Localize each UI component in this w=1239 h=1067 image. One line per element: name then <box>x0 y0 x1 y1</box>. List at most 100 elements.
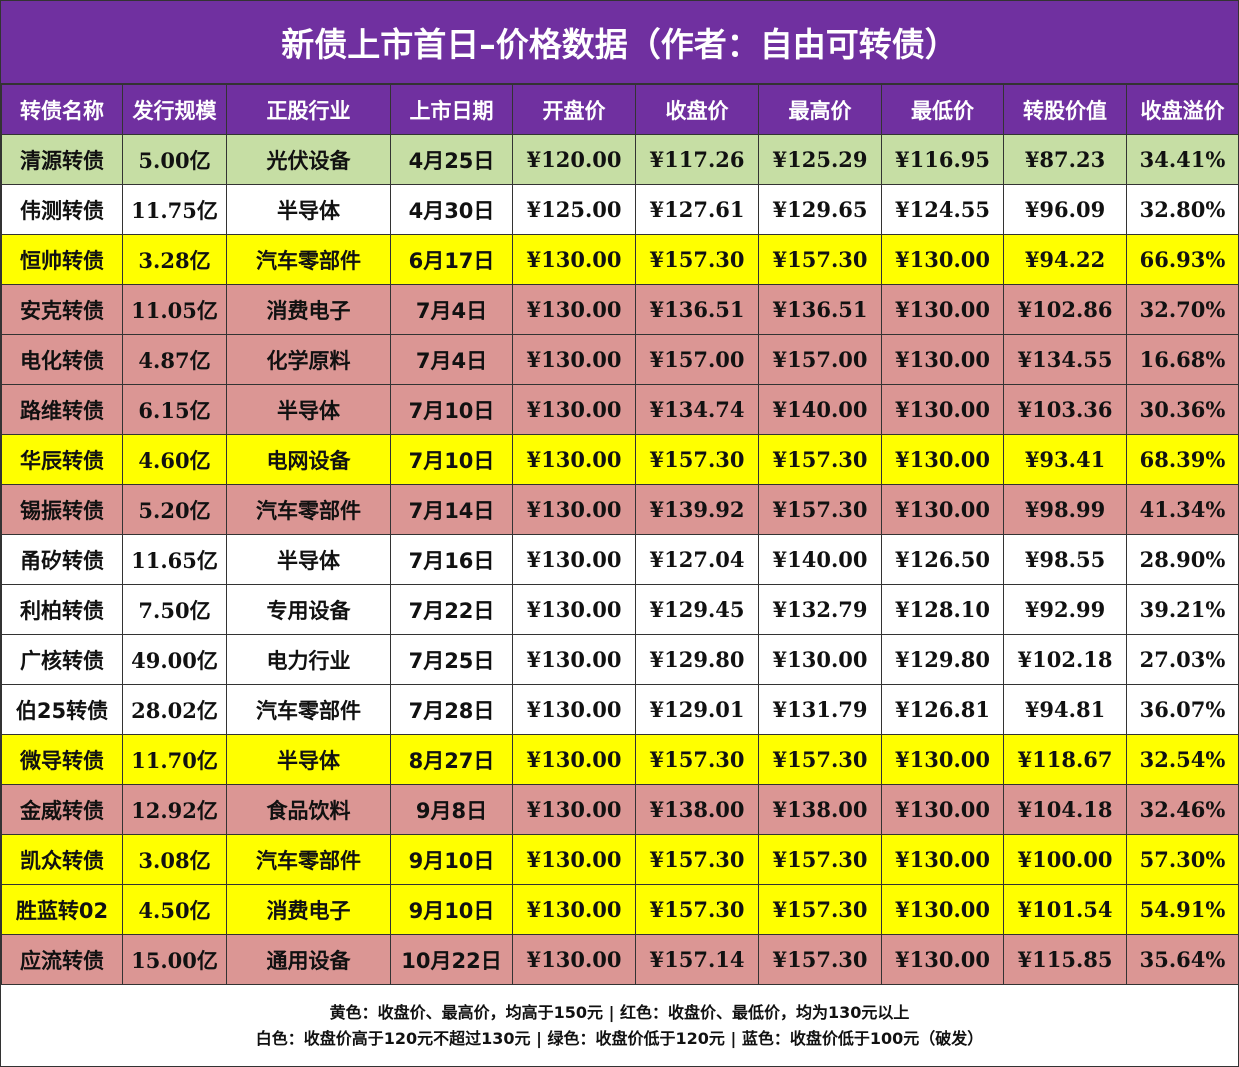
table-cell: ¥130.00 <box>881 934 1004 985</box>
table-cell: 32.70% <box>1126 284 1239 335</box>
table-cell: ¥157.30 <box>758 934 882 985</box>
table-cell: 甬矽转债 <box>1 534 123 585</box>
table-cell: 27.03% <box>1126 634 1239 685</box>
table-cell: 清源转债 <box>1 134 123 185</box>
table-cell: ¥134.74 <box>635 384 759 435</box>
table-cell: ¥130.00 <box>881 284 1004 335</box>
table-cell: 32.80% <box>1126 184 1239 235</box>
table-cell: ¥130.00 <box>512 584 636 635</box>
table-cell: 36.07% <box>1126 684 1239 735</box>
table-cell: ¥129.80 <box>635 634 759 685</box>
table-cell: ¥130.00 <box>512 284 636 335</box>
table-row: 应流转债 15.00亿 通用设备 10月22日 ¥130.00 ¥157.14 ¥157.3… <box>1 934 1239 985</box>
table-cell: ¥136.51 <box>758 284 882 335</box>
table-row: 恒帅转债 3.28亿 汽车零部件 6月17日 ¥130.00 ¥157.30 ¥157.30… <box>1 234 1239 285</box>
table-cell: ¥130.00 <box>512 784 636 835</box>
table-cell: 7月22日 <box>390 584 513 635</box>
table-cell: 通用设备 <box>226 934 391 985</box>
table-cell: 7月10日 <box>390 434 513 485</box>
table-cell: ¥138.00 <box>635 784 759 835</box>
table-cell: 消费电子 <box>226 284 391 335</box>
table-cell: 57.30% <box>1126 834 1239 885</box>
table-cell: 华辰转债 <box>1 434 123 485</box>
table-cell: 32.54% <box>1126 734 1239 785</box>
table-row: 电化转债 4.87亿 化学原料 7月4日 ¥130.00 ¥157.00 ¥157.00 ¥1… <box>1 334 1239 385</box>
table-row: 广核转债 49.00亿 电力行业 7月25日 ¥130.00 ¥129.80 ¥130.00… <box>1 634 1239 685</box>
table-cell: 11.65亿 <box>122 534 227 585</box>
table-cell: ¥157.30 <box>635 434 759 485</box>
table-cell: 微导转债 <box>1 734 123 785</box>
table-cell: 7月25日 <box>390 634 513 685</box>
table-cell: 7.50亿 <box>122 584 227 635</box>
table-cell: ¥128.10 <box>881 584 1004 635</box>
table-row: 伯25转债 28.02亿 汽车零部件 7月28日 ¥130.00 ¥129.01 ¥131.… <box>1 684 1239 735</box>
table-cell: ¥130.00 <box>881 484 1004 535</box>
legend-line-2: 白色：收盘价高于120元不超过130元 | 绿色：收盘价低于120元 | 蓝色：… <box>255 1029 984 1048</box>
table-cell: 利柏转债 <box>1 584 123 635</box>
column-header: 上市日期 <box>390 84 513 135</box>
table-cell: ¥98.99 <box>1003 484 1127 535</box>
table-cell: 11.75亿 <box>122 184 227 235</box>
table-cell: 金威转债 <box>1 784 123 835</box>
table-cell: ¥157.30 <box>635 234 759 285</box>
table-cell: 28.02亿 <box>122 684 227 735</box>
column-header: 最低价 <box>881 84 1004 135</box>
table-cell: ¥127.04 <box>635 534 759 585</box>
table-cell: 电力行业 <box>226 634 391 685</box>
table-cell: 凯众转债 <box>1 834 123 885</box>
table-cell: ¥103.36 <box>1003 384 1127 435</box>
table-cell: ¥130.00 <box>512 334 636 385</box>
table-cell: ¥134.55 <box>1003 334 1127 385</box>
price-table: 转债名称 发行规模 正股行业 上市日期 开盘价 收盘价 最高价 最低价 转股价值 收盘溢价 清源转… <box>1 84 1239 985</box>
table-cell: 汽车零部件 <box>226 684 391 735</box>
table-cell: 消费电子 <box>226 884 391 935</box>
table-cell: 伯25转债 <box>1 684 123 735</box>
table-cell: ¥116.95 <box>881 134 1004 185</box>
table-cell: ¥130.00 <box>881 784 1004 835</box>
table-cell: ¥129.65 <box>758 184 882 235</box>
table-cell: 39.21% <box>1126 584 1239 635</box>
table-cell: ¥157.00 <box>635 334 759 385</box>
table-cell: ¥157.30 <box>635 734 759 785</box>
table-cell: ¥124.55 <box>881 184 1004 235</box>
table-cell: ¥94.81 <box>1003 684 1127 735</box>
table-cell: ¥157.14 <box>635 934 759 985</box>
table-cell: ¥130.00 <box>512 734 636 785</box>
table-cell: 6.15亿 <box>122 384 227 435</box>
table-cell: 54.91% <box>1126 884 1239 935</box>
table-row: 胜蓝转02 4.50亿 消费电子 9月10日 ¥130.00 ¥157.30 ¥157.30… <box>1 884 1239 935</box>
table-cell: 49.00亿 <box>122 634 227 685</box>
table-cell: 8月27日 <box>390 734 513 785</box>
table-cell: ¥130.00 <box>512 884 636 935</box>
table-cell: ¥157.30 <box>758 834 882 885</box>
table-cell: 恒帅转债 <box>1 234 123 285</box>
table-cell: ¥157.30 <box>758 884 882 935</box>
table-row: 金威转债 12.92亿 食品饮料 9月8日 ¥130.00 ¥138.00 ¥138.00 ¥… <box>1 784 1239 835</box>
table-cell: ¥157.30 <box>758 484 882 535</box>
table-cell: ¥130.00 <box>512 934 636 985</box>
column-header: 收盘价 <box>635 84 759 135</box>
table-row: 伟测转债 11.75亿 半导体 4月30日 ¥125.00 ¥127.61 ¥129.65 ¥… <box>1 184 1239 235</box>
table-cell: 9月10日 <box>390 834 513 885</box>
table-row: 甬矽转债 11.65亿 半导体 7月16日 ¥130.00 ¥127.04 ¥140.00 ¥… <box>1 534 1239 585</box>
table-cell: ¥139.92 <box>635 484 759 535</box>
table-row: 锡振转债 5.20亿 汽车零部件 7月14日 ¥130.00 ¥139.92 ¥157.30… <box>1 484 1239 535</box>
table-cell: ¥96.09 <box>1003 184 1127 235</box>
table-cell: ¥130.00 <box>512 384 636 435</box>
table-cell: 66.93% <box>1126 234 1239 285</box>
table-cell: ¥115.85 <box>1003 934 1127 985</box>
table-header-row: 转债名称 发行规模 正股行业 上市日期 开盘价 收盘价 最高价 最低价 转股价值 收盘溢价 <box>1 84 1239 135</box>
table-cell: ¥132.79 <box>758 584 882 635</box>
table-cell: 半导体 <box>226 534 391 585</box>
table-cell: ¥125.29 <box>758 134 882 185</box>
table-cell: ¥98.55 <box>1003 534 1127 585</box>
table-cell: ¥130.00 <box>512 534 636 585</box>
table-cell: ¥138.00 <box>758 784 882 835</box>
table-row: 清源转债 5.00亿 光伏设备 4月25日 ¥120.00 ¥117.26 ¥125.29 ¥… <box>1 134 1239 185</box>
table-cell: ¥102.18 <box>1003 634 1127 685</box>
table-row: 华辰转债 4.60亿 电网设备 7月10日 ¥130.00 ¥157.30 ¥157.30 ¥… <box>1 434 1239 485</box>
table-cell: ¥92.99 <box>1003 584 1127 635</box>
table-cell: ¥127.61 <box>635 184 759 235</box>
table-cell: ¥140.00 <box>758 534 882 585</box>
